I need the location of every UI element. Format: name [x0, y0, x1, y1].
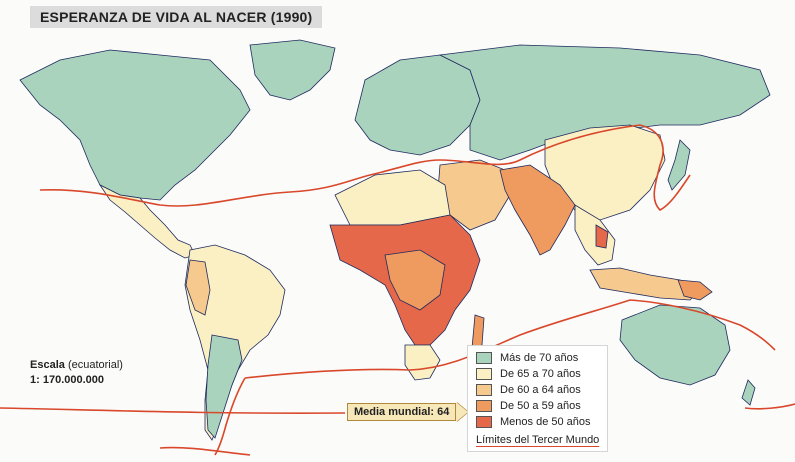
legend-item-label: De 50 a 59 años [500, 400, 581, 412]
third-world-boundary-right [744, 403, 795, 410]
legend-item: Más de 70 años [476, 350, 599, 366]
region-north-asia [438, 44, 771, 161]
legend-swatch [476, 368, 492, 380]
third-world-boundary [39, 124, 691, 211]
world-average: Media mundial: 64 [347, 402, 469, 422]
scale-block: Escala (ecuatorial) 1: 170.000.000 [30, 358, 123, 388]
region-png [677, 279, 713, 301]
legend-item: De 60 a 64 años [476, 382, 599, 398]
legend-item-label: Más de 70 años [500, 352, 579, 364]
scale-value: 1: 170.000.000 [30, 374, 105, 386]
region-greenland [249, 39, 336, 101]
legend-swatch [476, 416, 492, 428]
title-year: (1990) [270, 9, 313, 25]
region-australia [619, 304, 731, 386]
legend-swatch [476, 352, 492, 364]
third-world-boundary-sa [214, 377, 246, 456]
region-japan [667, 139, 691, 191]
legend-item: De 65 a 70 años [476, 366, 599, 382]
title-text: ESPERANZA DE VIDA AL NACER [40, 9, 267, 25]
region-europe [354, 54, 481, 156]
world-average-label: Media mundial: 64 [347, 403, 457, 421]
region-argentina [205, 334, 243, 439]
legend-item-label: De 65 a 70 años [500, 368, 581, 380]
legend-swatch [476, 384, 492, 396]
scale-note: (ecuatorial) [67, 359, 123, 371]
map-title: ESPERANZA DE VIDA AL NACER (1990) [30, 6, 323, 28]
region-madagascar [471, 314, 485, 349]
legend-item-label: Menos de 50 años [500, 416, 591, 428]
region-south-america-west [185, 259, 211, 316]
third-world-boundary-south [244, 299, 776, 379]
scale-label: Escala [30, 359, 65, 371]
legend-item: Menos de 50 años [476, 414, 599, 430]
region-new-zealand [741, 379, 756, 406]
legend: Más de 70 años De 65 a 70 años De 60 a 6… [467, 345, 609, 452]
legend-swatch [476, 400, 492, 412]
region-indochina [595, 224, 609, 249]
legend-boundary: Límites del Tercer Mundo [476, 432, 599, 448]
region-southeast-asia [574, 204, 616, 266]
arrow-right-icon [456, 402, 469, 422]
third-world-boundary-bottom [0, 407, 346, 414]
region-north-america [19, 49, 251, 201]
legend-item: De 50 a 59 años [476, 398, 599, 414]
legend-item-label: De 60 a 64 años [500, 384, 581, 396]
region-central-africa [384, 249, 446, 311]
region-north-africa [334, 169, 451, 226]
legend-boundary-label: Límites del Tercer Mundo [476, 434, 600, 446]
region-southern-africa [404, 344, 441, 381]
region-south-asia [499, 164, 576, 256]
third-world-boundary-antarctic [159, 446, 251, 456]
